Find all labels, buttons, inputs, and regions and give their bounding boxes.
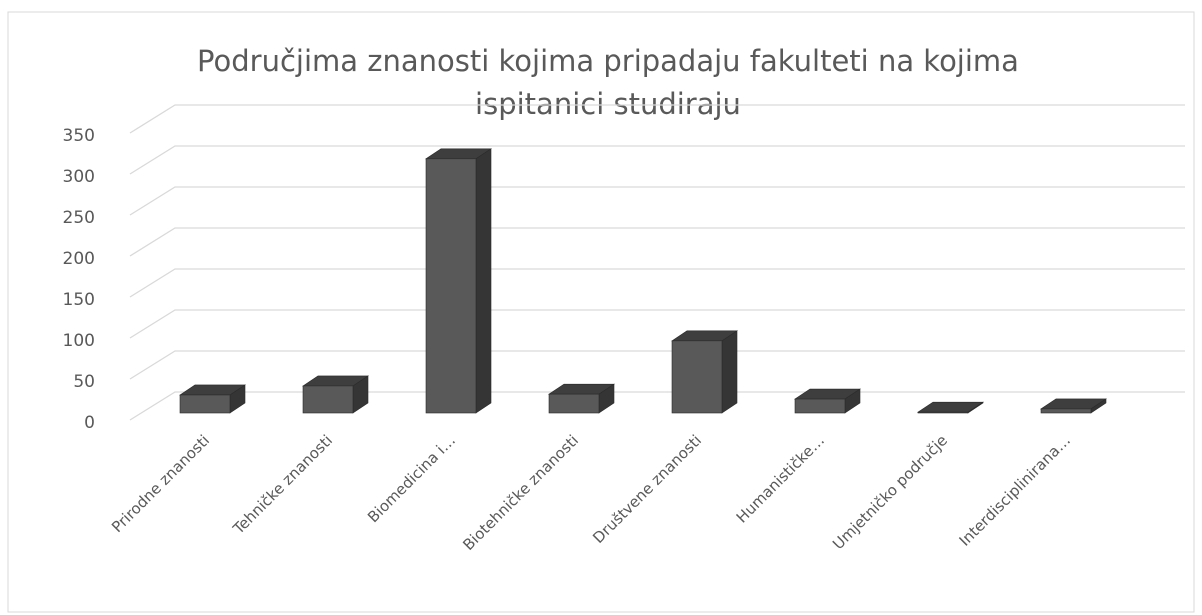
chart-title: Područjima znanosti kojima pripadaju fak… xyxy=(197,44,1019,78)
chart-title: ispitanici studiraju xyxy=(475,87,741,121)
chart-border xyxy=(7,11,1195,613)
grid-line xyxy=(129,145,1185,175)
y-tick-label: 50 xyxy=(73,372,95,392)
y-tick-label: 200 xyxy=(63,249,95,269)
y-tick-label: 300 xyxy=(63,167,95,187)
grid-line xyxy=(129,350,1185,380)
y-tick-label: 0 xyxy=(84,413,95,433)
bar-3d xyxy=(179,384,246,414)
bar xyxy=(1040,408,1092,414)
bar xyxy=(179,394,231,414)
bar xyxy=(302,385,354,414)
y-tick-label: 150 xyxy=(63,290,95,310)
bar-side xyxy=(721,330,738,414)
bar xyxy=(425,158,477,414)
grid-line xyxy=(129,104,1185,134)
bar-3d xyxy=(794,388,861,414)
bar-3d xyxy=(425,148,492,414)
bar-3d xyxy=(671,330,738,414)
bar-3d xyxy=(548,383,615,414)
bar xyxy=(671,340,723,414)
y-tick-label: 350 xyxy=(63,126,95,146)
bar-3d xyxy=(302,375,369,414)
grid-line xyxy=(129,268,1185,298)
bar xyxy=(548,393,600,414)
bar xyxy=(794,398,846,414)
grid-line xyxy=(129,309,1185,339)
bar-3d xyxy=(917,401,984,414)
grid-line xyxy=(129,227,1185,257)
bar-3d xyxy=(1040,398,1107,414)
bar xyxy=(917,411,969,414)
y-tick-label: 250 xyxy=(63,208,95,228)
grid-line xyxy=(129,186,1185,216)
y-tick-label: 100 xyxy=(63,331,95,351)
bar-side xyxy=(475,148,492,414)
